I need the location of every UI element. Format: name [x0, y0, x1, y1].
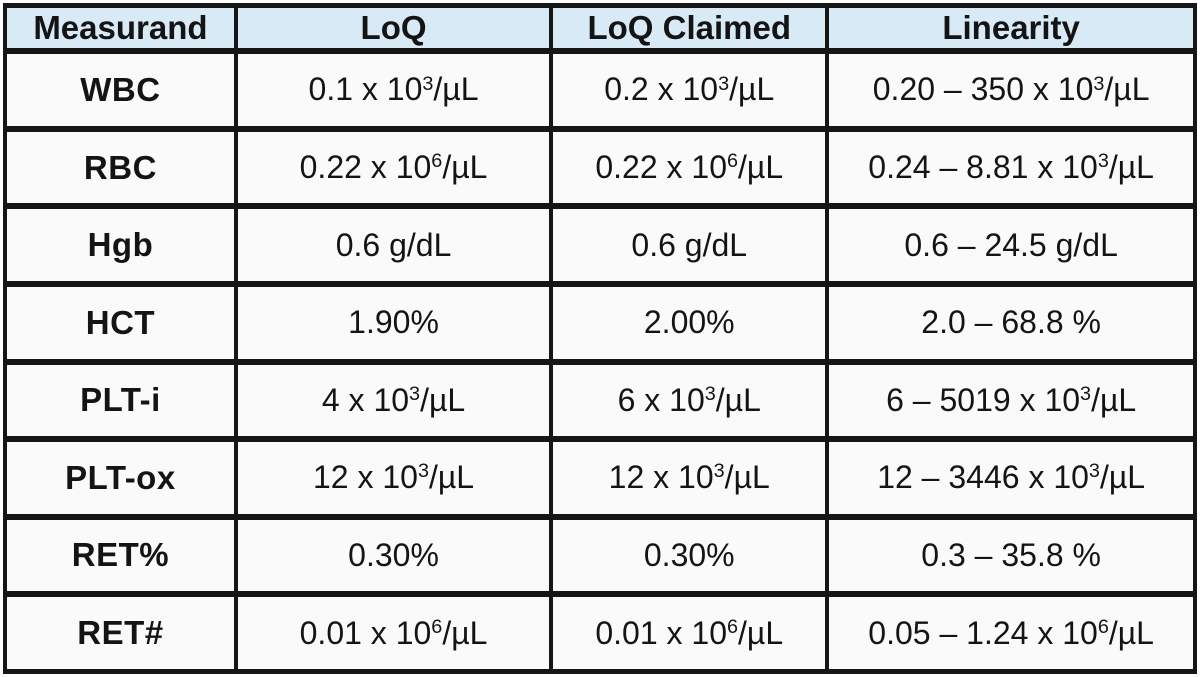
column-header-linearity: Linearity	[827, 5, 1195, 52]
linearity-value: 0.24 – 8.81 x 103/µL	[827, 128, 1195, 207]
loq-value: 4 x 103/µL	[235, 361, 552, 440]
loq-value: 0.6 g/dL	[235, 206, 552, 285]
measurand-label: RET%	[5, 516, 236, 595]
loq-linearity-table: Measurand LoQ LoQ Claimed Linearity WBC …	[3, 3, 1197, 674]
column-header-loq-claimed: LoQ Claimed	[551, 5, 828, 52]
table-header-row: Measurand LoQ LoQ Claimed Linearity	[5, 5, 1195, 52]
loq-claimed-value: 0.22 x 106/µL	[551, 128, 828, 207]
measurand-label: WBC	[5, 51, 236, 129]
loq-claimed-value: 0.30%	[551, 516, 828, 595]
table-row: Hgb 0.6 g/dL 0.6 g/dL 0.6 – 24.5 g/dL	[5, 206, 1195, 285]
table-row: PLT-i 4 x 103/µL 6 x 103/µL 6 – 5019 x 1…	[5, 361, 1195, 440]
linearity-value: 0.6 – 24.5 g/dL	[827, 206, 1195, 285]
loq-claimed-value: 0.6 g/dL	[551, 206, 828, 285]
measurand-label: PLT-i	[5, 361, 236, 440]
linearity-value: 6 – 5019 x 103/µL	[827, 361, 1195, 440]
loq-claimed-value: 0.01 x 106/µL	[551, 594, 828, 672]
table-row: WBC 0.1 x 103/µL 0.2 x 103/µL 0.20 – 350…	[5, 51, 1195, 129]
loq-claimed-value: 6 x 103/µL	[551, 361, 828, 440]
table-row: PLT-ox 12 x 103/µL 12 x 103/µL 12 – 3446…	[5, 439, 1195, 517]
linearity-value: 12 – 3446 x 103/µL	[827, 439, 1195, 517]
linearity-value: 2.0 – 68.8 %	[827, 284, 1195, 362]
measurand-label: PLT-ox	[5, 439, 236, 517]
measurand-label: Hgb	[5, 206, 236, 285]
table-row: HCT 1.90% 2.00% 2.0 – 68.8 %	[5, 284, 1195, 362]
measurand-label: HCT	[5, 284, 236, 362]
loq-value: 0.22 x 106/µL	[235, 128, 552, 207]
loq-value: 0.01 x 106/µL	[235, 594, 552, 672]
loq-value: 0.1 x 103/µL	[235, 51, 552, 129]
column-header-measurand: Measurand	[5, 5, 236, 52]
linearity-value: 0.20 – 350 x 103/µL	[827, 51, 1195, 129]
linearity-value: 0.3 – 35.8 %	[827, 516, 1195, 595]
table-row: RET# 0.01 x 106/µL 0.01 x 106/µL 0.05 – …	[5, 594, 1195, 672]
column-header-loq: LoQ	[235, 5, 552, 52]
loq-claimed-value: 0.2 x 103/µL	[551, 51, 828, 129]
loq-value: 12 x 103/µL	[235, 439, 552, 517]
table-row: RBC 0.22 x 106/µL 0.22 x 106/µL 0.24 – 8…	[5, 128, 1195, 207]
loq-claimed-value: 12 x 103/µL	[551, 439, 828, 517]
measurand-label: RET#	[5, 594, 236, 672]
linearity-value: 0.05 – 1.24 x 106/µL	[827, 594, 1195, 672]
loq-value: 1.90%	[235, 284, 552, 362]
loq-value: 0.30%	[235, 516, 552, 595]
table-row: RET% 0.30% 0.30% 0.3 – 35.8 %	[5, 516, 1195, 595]
loq-claimed-value: 2.00%	[551, 284, 828, 362]
measurand-label: RBC	[5, 128, 236, 207]
